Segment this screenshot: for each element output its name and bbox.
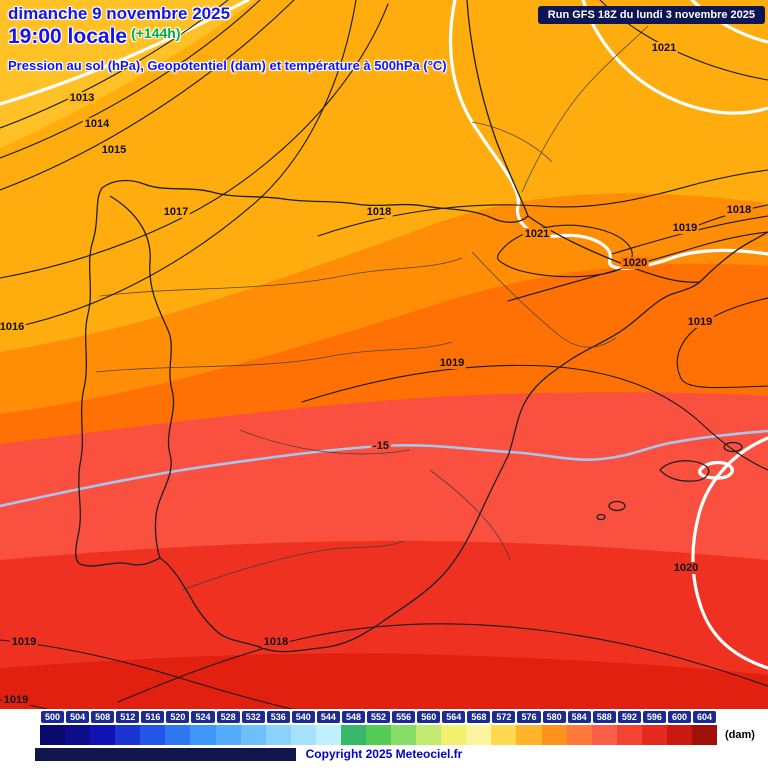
forecast-offset: (+144h): [131, 25, 181, 41]
legend-value: 536: [266, 711, 290, 723]
legend-color-cell: [366, 724, 392, 745]
legend-color-cell: [340, 724, 367, 745]
legend-value: 584: [567, 711, 591, 723]
legend-color-cell: [591, 724, 617, 745]
legend-value: 516: [141, 711, 165, 723]
pressure-isobars: [0, 0, 768, 709]
legend-value: 520: [166, 711, 190, 723]
legend-value: 604: [693, 711, 717, 723]
legend-color-cell: [666, 724, 693, 745]
legend-value: 560: [417, 711, 441, 723]
legend-color-cell: [140, 724, 166, 745]
legend-value: 548: [341, 711, 366, 723]
legend-unit: (dam): [725, 728, 755, 741]
temp-band-deep-red: [0, 653, 768, 709]
legend-colorbar-row: (dam): [40, 724, 768, 745]
copyright-text: Copyright 2025 Meteociel.fr: [295, 747, 473, 761]
legend-color-cell: [416, 724, 442, 745]
legend-value: 524: [191, 711, 215, 723]
legend-values-row: 500 504 508 512 516 520 524 528 532 536 540 544 548 5…: [40, 711, 717, 723]
forecast-date: dimanche 9 novembre 2025: [8, 4, 231, 23]
footer-row: Copyright 2025 Meteociel.fr: [0, 745, 768, 764]
map-variable-subtitle: Pression au sol (hPa), Geopotentiel (dam…: [8, 58, 447, 73]
legend-value: 544: [316, 711, 340, 723]
footer-navy-bar: [35, 748, 340, 761]
legend-value: 596: [642, 711, 666, 723]
legend-value: 500: [41, 711, 65, 723]
legend-color-cell: [391, 724, 417, 745]
legend-value: 592: [617, 711, 641, 723]
legend-value: 588: [592, 711, 616, 723]
legend-colorbar: [40, 724, 718, 745]
legend-value: 532: [241, 711, 265, 723]
legend-value: 564: [442, 711, 466, 723]
run-info-badge: Run GFS 18Z du lundi 3 novembre 2025: [537, 6, 765, 24]
forecast-time: 19:00 locale (+144h): [8, 25, 447, 49]
legend-color-cell: [516, 724, 542, 745]
legend-value: 504: [66, 711, 90, 723]
legend-value: 556: [392, 711, 416, 723]
legend-value: 576: [517, 711, 541, 723]
legend-color-cell: [566, 724, 592, 745]
legend-color-cell: [315, 724, 341, 745]
legend-color-cell: [491, 724, 517, 745]
weather-map[interactable]: [0, 0, 768, 709]
legend-color-cell: [616, 724, 642, 745]
legend-color-cell: [215, 724, 241, 745]
legend-value: 540: [291, 711, 315, 723]
legend-color-cell: [441, 724, 467, 745]
legend-value: 568: [467, 711, 491, 723]
local-time: 19:00 locale: [8, 25, 128, 48]
legend-color-cell: [190, 724, 216, 745]
legend-value: 528: [216, 711, 240, 723]
legend-color-cell: [466, 724, 492, 745]
legend-value: 508: [91, 711, 115, 723]
legend-color-cell: [40, 724, 66, 745]
legend-value: 580: [542, 711, 566, 723]
legend-color-cell: [265, 724, 291, 745]
color-scale-legend: 500 504 508 512 516 520 524 528 532 536 540 544 548 5…: [0, 709, 768, 768]
legend-color-cell: [65, 724, 91, 745]
legend-color-cell: [641, 724, 667, 745]
geopotential-contours: [0, 0, 768, 670]
legend-color-cell: [541, 724, 567, 745]
legend-value: 600: [667, 711, 692, 723]
legend-value: 572: [492, 711, 516, 723]
legend-color-cell: [692, 724, 718, 745]
legend-value: 552: [367, 711, 391, 723]
legend-color-cell: [90, 724, 116, 745]
legend-value: 512: [116, 711, 140, 723]
legend-color-cell: [165, 724, 191, 745]
map-header: dimanche 9 novembre 2025 19:00 locale (+1…: [8, 4, 447, 73]
legend-color-cell: [290, 724, 316, 745]
legend-color-cell: [115, 724, 141, 745]
legend-color-cell: [240, 724, 266, 745]
rivers: [95, 25, 649, 591]
